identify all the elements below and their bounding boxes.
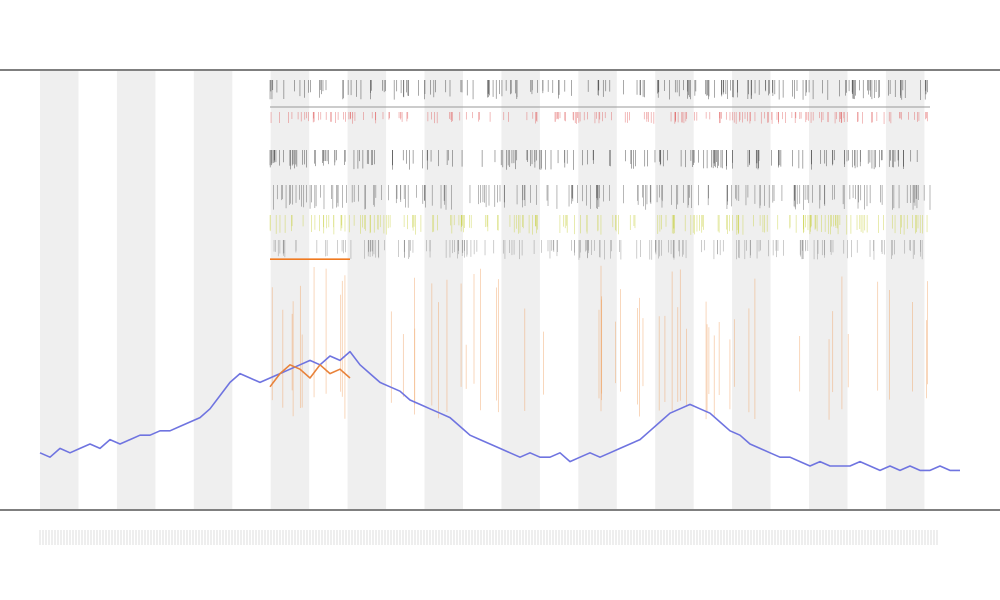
series-line xyxy=(269,364,351,388)
band xyxy=(501,71,540,509)
band xyxy=(193,71,233,509)
band xyxy=(885,71,925,509)
band xyxy=(270,71,310,509)
decoration xyxy=(39,71,938,545)
series-line xyxy=(39,350,960,472)
band xyxy=(732,71,771,509)
band xyxy=(578,71,617,509)
band xyxy=(809,71,848,509)
band xyxy=(40,71,79,509)
band xyxy=(655,71,694,509)
band xyxy=(424,71,463,509)
band xyxy=(347,71,387,509)
